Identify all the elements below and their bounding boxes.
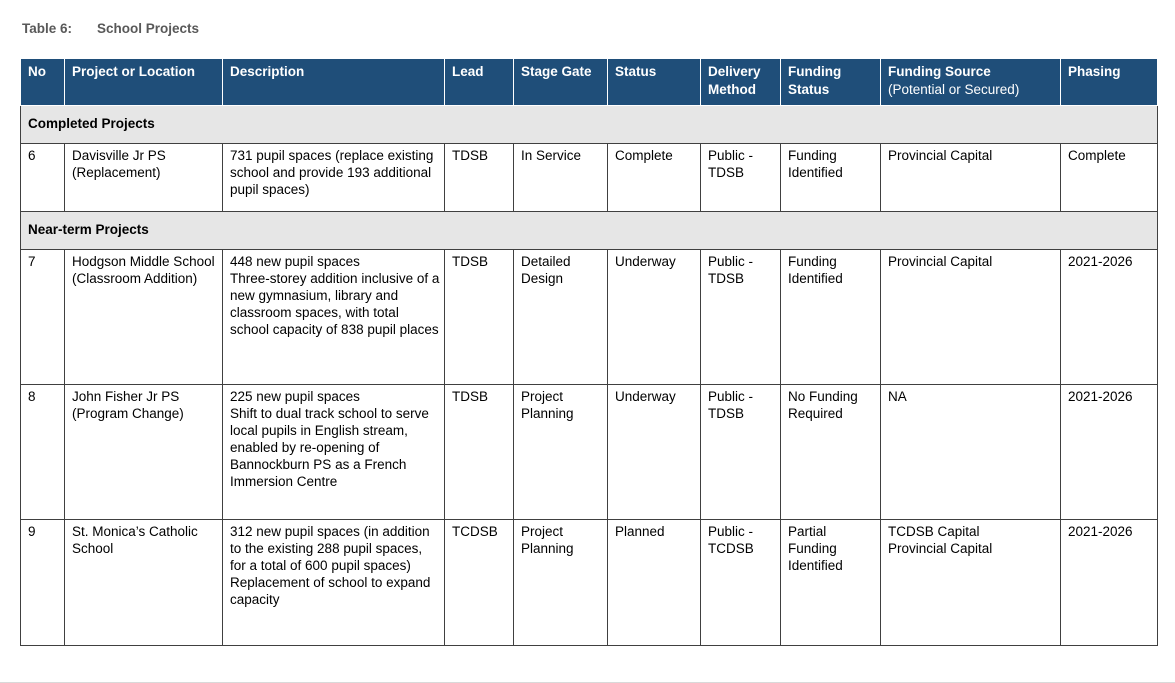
school-projects-table: No Project or Location Description Lead …	[20, 58, 1158, 646]
header-project-or-location: Project or Location	[64, 58, 223, 106]
cell-stage_gate: In Service	[513, 143, 608, 212]
cell-project: Hodgson Middle School (Classroom Additio…	[64, 249, 223, 385]
page-title: Table 6: School Projects	[22, 21, 199, 36]
cell-funding_status: Funding Identified	[780, 143, 881, 212]
section-row: Near-term Projects	[20, 211, 1158, 250]
cell-stage_gate: Detailed Design	[513, 249, 608, 385]
cell-delivery: Public - TDSB	[700, 384, 781, 520]
table-row: 9 St. Monica’s Catholic School 312 new pup…	[20, 519, 1158, 646]
cell-status: Underway	[607, 384, 701, 520]
header-funding-source-label: Funding Source	[888, 64, 991, 79]
cell-funding_source: Provincial Capital	[880, 249, 1061, 385]
cell-no: 7	[20, 249, 65, 385]
section-title: Near-term Projects	[20, 211, 1158, 250]
cell-funding_status: Partial Funding Identified	[780, 519, 881, 646]
table-row: 8 John Fisher Jr PS (Program Change) 225 n…	[20, 384, 1158, 520]
cell-funding_source: Provincial Capital	[880, 143, 1061, 212]
cell-stage_gate: Project Planning	[513, 519, 608, 646]
header-status: Status	[607, 58, 701, 106]
table-row: 6 Davisville Jr PS (Replacement) 731 pupil…	[20, 143, 1158, 212]
table-row: 7 Hodgson Middle School (Classroom Additi…	[20, 249, 1158, 385]
cell-description: 312 new pupil spaces (in addition to the…	[222, 519, 445, 646]
header-delivery-method: Delivery Method	[700, 58, 781, 106]
header-stage-gate: Stage Gate	[513, 58, 608, 106]
table-title-text: School Projects	[97, 21, 200, 36]
table-number-label: Table 6:	[22, 21, 73, 36]
cell-delivery: Public - TCDSB	[700, 519, 781, 646]
cell-funding_source: NA	[880, 384, 1061, 520]
cell-status: Complete	[607, 143, 701, 212]
cell-lead: TCDSB	[444, 519, 514, 646]
cell-project: Davisville Jr PS (Replacement)	[64, 143, 223, 212]
cell-project: John Fisher Jr PS (Program Change)	[64, 384, 223, 520]
header-lead: Lead	[444, 58, 514, 106]
cell-stage_gate: Project Planning	[513, 384, 608, 520]
cell-description: 225 new pupil spaces Shift to dual track…	[222, 384, 445, 520]
table-header: No Project or Location Description Lead …	[20, 58, 1158, 106]
cell-phasing: 2021-2026	[1060, 519, 1158, 646]
cell-phasing: 2021-2026	[1060, 249, 1158, 385]
table-body: Completed Projects 6 Davisville Jr PS (Rep…	[20, 105, 1158, 646]
cell-status: Underway	[607, 249, 701, 385]
section-title: Completed Projects	[20, 105, 1158, 144]
cell-no: 9	[20, 519, 65, 646]
cell-description: 731 pupil spaces (replace existing schoo…	[222, 143, 445, 212]
cell-phasing: Complete	[1060, 143, 1158, 212]
cell-lead: TDSB	[444, 384, 514, 520]
cell-description: 448 new pupil spaces Three-storey additi…	[222, 249, 445, 385]
cell-status: Planned	[607, 519, 701, 646]
cell-no: 6	[20, 143, 65, 212]
cell-lead: TDSB	[444, 249, 514, 385]
header-funding-source: Funding Source (Potential or Secured)	[880, 58, 1061, 106]
cell-project: St. Monica’s Catholic School	[64, 519, 223, 646]
cell-funding_status: No Funding Required	[780, 384, 881, 520]
header-no: No	[20, 58, 65, 106]
cell-phasing: 2021-2026	[1060, 384, 1158, 520]
header-description: Description	[222, 58, 445, 106]
header-phasing: Phasing	[1060, 58, 1158, 106]
cell-delivery: Public - TDSB	[700, 143, 781, 212]
header-funding-source-sublabel: (Potential or Secured)	[888, 82, 1020, 97]
header-row: No Project or Location Description Lead …	[20, 58, 1158, 106]
cell-funding_status: Funding Identified	[780, 249, 881, 385]
cell-delivery: Public - TDSB	[700, 249, 781, 385]
cell-lead: TDSB	[444, 143, 514, 212]
cell-no: 8	[20, 384, 65, 520]
section-row: Completed Projects	[20, 105, 1158, 144]
header-funding-status: Funding Status	[780, 58, 881, 106]
cell-funding_source: TCDSB Capital Provincial Capital	[880, 519, 1061, 646]
